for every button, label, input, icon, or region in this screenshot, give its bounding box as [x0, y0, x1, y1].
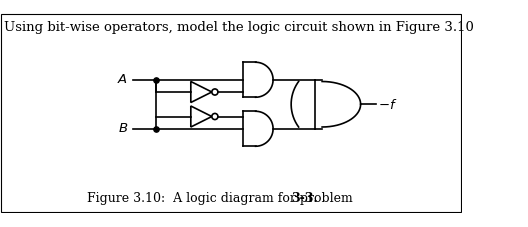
Text: Using bit-wise operators, model the logic circuit shown in Figure 3.10: Using bit-wise operators, model the logi…	[4, 21, 474, 34]
Text: Figure 3.10:  A logic diagram for problem: Figure 3.10: A logic diagram for problem	[88, 191, 357, 204]
Text: $A$: $A$	[117, 73, 128, 86]
Text: $-f$: $-f$	[378, 98, 398, 112]
Text: 3-3.: 3-3.	[291, 191, 318, 204]
Text: $B$: $B$	[118, 122, 128, 135]
